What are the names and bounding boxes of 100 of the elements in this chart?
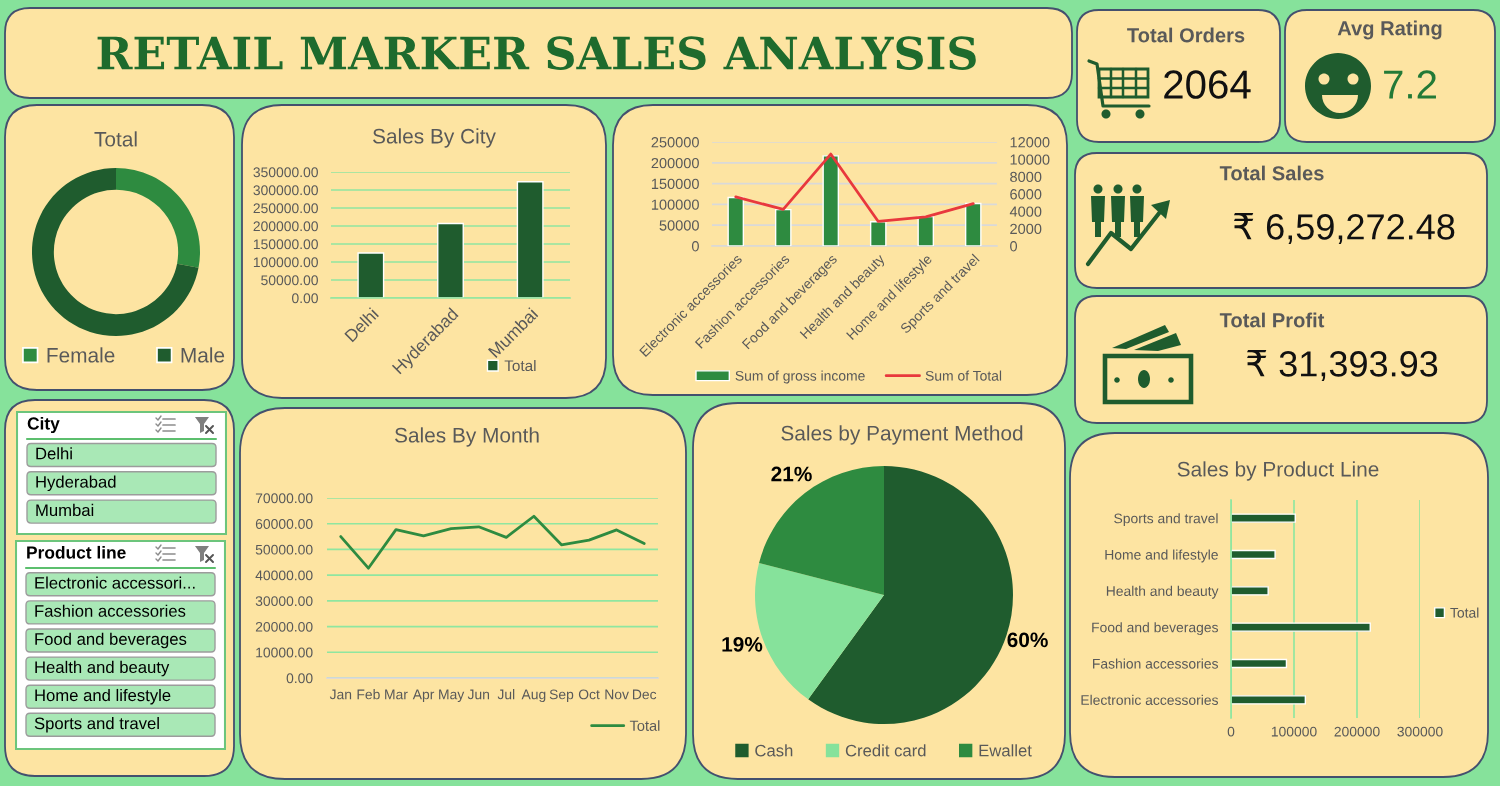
y-tick-label: 10000.00 bbox=[256, 647, 313, 658]
y2-tick-label: 4000 bbox=[1009, 206, 1042, 217]
y-tick-label: Fashion accessories bbox=[1093, 658, 1219, 669]
text: Total Sales bbox=[1219, 165, 1324, 181]
x-tick-label: Jul bbox=[497, 689, 515, 700]
data-label: 60% bbox=[1007, 632, 1048, 648]
y2-tick-label: 2000 bbox=[1010, 223, 1042, 235]
bar bbox=[516, 181, 544, 298]
y-tick-label: 0.00 bbox=[292, 293, 318, 304]
x-tick-label: Jun bbox=[467, 689, 489, 700]
y-tick-label: 40000.00 bbox=[255, 570, 313, 581]
bar bbox=[437, 222, 464, 298]
text: ₹ 6,59,272.48 bbox=[1233, 213, 1455, 244]
text: Fashion accessories bbox=[35, 604, 186, 617]
chart-title: Sales By Month bbox=[395, 427, 539, 447]
text: Delhi bbox=[36, 447, 72, 460]
data-label: 21% bbox=[771, 466, 812, 482]
y-tick-label: 100000 bbox=[651, 199, 699, 210]
x-tick-label: 300000 bbox=[1397, 726, 1443, 737]
y-tick-label: 50000 bbox=[659, 220, 699, 231]
x-tick-label: May bbox=[439, 689, 465, 703]
x-tick-label: 100000 bbox=[1271, 726, 1317, 737]
y-tick-label: Food and beverages bbox=[1092, 622, 1219, 636]
chart-title: Sales By City bbox=[373, 128, 496, 148]
text: Electronic accessori... bbox=[35, 576, 195, 589]
y-tick-label: 20000.00 bbox=[255, 621, 313, 632]
text: Total Orders bbox=[1127, 27, 1245, 43]
legend-label: Total bbox=[629, 720, 660, 731]
bar bbox=[1231, 622, 1371, 632]
y-tick-label: Health and beauty bbox=[1106, 585, 1219, 599]
bar bbox=[1231, 513, 1296, 523]
y-tick-label: 150000.00 bbox=[253, 239, 318, 250]
legend-label: Credit card bbox=[845, 744, 926, 757]
y-tick-label: 100000.00 bbox=[253, 257, 318, 268]
y-tick-label: 60000.00 bbox=[255, 519, 313, 529]
legend-label: Sum of Total bbox=[925, 370, 1002, 381]
data-label: 19% bbox=[722, 636, 763, 652]
text: 7.2 bbox=[1384, 70, 1436, 99]
bar bbox=[822, 155, 840, 246]
text: City bbox=[27, 416, 60, 434]
y2-tick-label: 0 bbox=[1010, 241, 1018, 252]
text: ₹ 31,393.93 bbox=[1247, 350, 1438, 381]
y2-tick-label: 10000 bbox=[1010, 154, 1050, 165]
bar bbox=[964, 202, 982, 246]
legend-label: Cash bbox=[755, 744, 793, 757]
text: RETAIL MARKER SALES ANALYSIS bbox=[97, 36, 976, 70]
text: Hyderabad bbox=[36, 475, 116, 492]
legend-label: Sum of gross income bbox=[735, 370, 865, 384]
y-tick-label: Sports and travel bbox=[1114, 513, 1218, 527]
x-tick-label: Feb bbox=[357, 689, 380, 700]
text: Mumbai bbox=[36, 503, 94, 517]
y-tick-label: 0 bbox=[691, 241, 699, 252]
donut-slice bbox=[32, 168, 199, 336]
x-tick-label: 200000 bbox=[1334, 726, 1380, 737]
chart-title: Sales by Payment Method bbox=[781, 425, 1023, 445]
bar bbox=[1231, 549, 1276, 560]
chart-title: Sales by Product Line bbox=[1177, 461, 1379, 481]
x-tick-label: Nov bbox=[605, 689, 629, 700]
y2-tick-label: 12000 bbox=[1010, 137, 1050, 148]
x-tick-label: Aug bbox=[521, 689, 546, 703]
legend-label: Total bbox=[1450, 607, 1479, 618]
y-tick-label: 250000.00 bbox=[253, 203, 318, 214]
bar bbox=[357, 252, 385, 298]
y-tick-label: 300000.00 bbox=[253, 185, 318, 196]
y-tick-label: Home and lifestyle bbox=[1105, 549, 1218, 563]
text: Avg Rating bbox=[1337, 20, 1442, 40]
legend-label: Total bbox=[504, 359, 536, 372]
x-tick-label: Dec bbox=[633, 689, 657, 700]
chart-title: Total bbox=[94, 131, 137, 147]
y-tick-label: 30000.00 bbox=[255, 596, 313, 607]
bar bbox=[917, 215, 935, 246]
bar bbox=[1231, 658, 1288, 669]
pie-slice bbox=[759, 466, 884, 595]
y-tick-label: 200000 bbox=[651, 157, 699, 169]
y2-tick-label: 8000 bbox=[1010, 171, 1042, 183]
y-tick-label: 50000.00 bbox=[261, 275, 318, 286]
x-tick-label: Apr bbox=[412, 689, 435, 703]
x-tick-label: Sep bbox=[549, 689, 574, 703]
legend-label: Female bbox=[47, 347, 115, 363]
bar bbox=[869, 221, 887, 246]
y-tick-label: 0.00 bbox=[286, 673, 313, 684]
y-tick-label: 150000 bbox=[651, 178, 699, 190]
line-series bbox=[734, 152, 975, 223]
text: Product line bbox=[27, 545, 126, 559]
x-tick-label: Oct bbox=[578, 689, 600, 700]
text: Food and beverages bbox=[35, 632, 187, 649]
legend-label: Ewallet bbox=[979, 744, 1032, 757]
y-tick-label: 50000.00 bbox=[255, 544, 313, 555]
text: Health and beauty bbox=[35, 660, 170, 677]
y-tick-label: 250000 bbox=[651, 137, 699, 148]
y-tick-label: 350000.00 bbox=[253, 167, 318, 178]
x-tick-label: Jan bbox=[329, 689, 352, 700]
y2-tick-label: 6000 bbox=[1010, 189, 1042, 200]
bar bbox=[1231, 695, 1307, 705]
y-tick-label: 70000.00 bbox=[255, 493, 313, 504]
y-tick-label: 200000.00 bbox=[253, 221, 318, 232]
legend-label: Male bbox=[181, 347, 225, 363]
donut-slice bbox=[116, 168, 200, 268]
x-tick-label: 0 bbox=[1227, 726, 1235, 737]
x-tick-label: Mar bbox=[385, 689, 408, 700]
